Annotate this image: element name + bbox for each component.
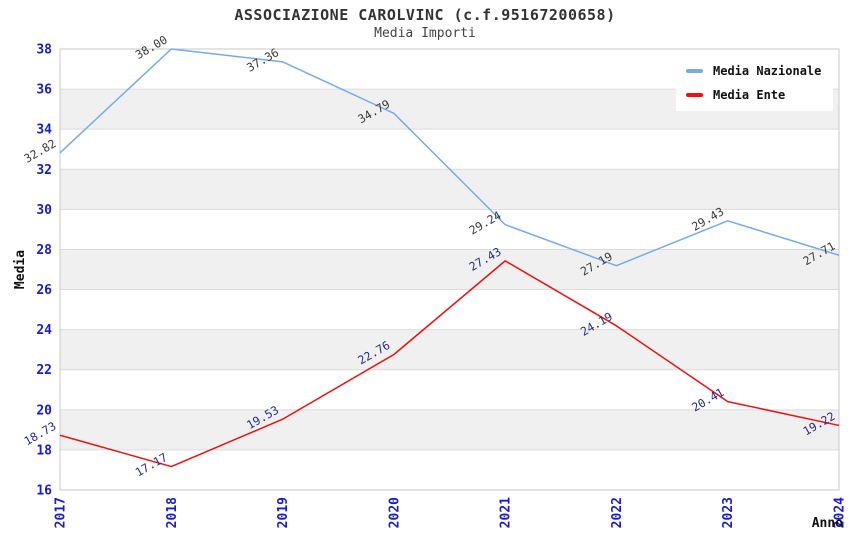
legend-item-media-ente: Media Ente (686, 88, 821, 102)
y-axis-title: Media (13, 250, 28, 289)
legend-label: Media Nazionale (713, 64, 822, 78)
chart-title: ASSOCIAZIONE CAROLVINC (c.f.95167200658) (234, 6, 616, 24)
plot-border (59, 48, 840, 491)
series-lines (59, 48, 840, 468)
y-tick-labels: 16 18 20 22 24 26 28 30 32 34 36 38 (36, 43, 52, 499)
svg-text:20: 20 (36, 403, 52, 418)
svg-text:34: 34 (36, 123, 52, 138)
svg-text:2018: 2018 (165, 497, 180, 528)
legend-item-media-nazionale: Media Nazionale (686, 64, 821, 78)
media-nazionale-line-swatch-icon (686, 69, 703, 73)
plot-bands (60, 49, 839, 490)
svg-text:2023: 2023 (721, 497, 736, 528)
series-line-0 (59, 48, 840, 267)
svg-text:2021: 2021 (499, 497, 514, 528)
svg-text:18: 18 (36, 443, 52, 458)
svg-text:24: 24 (36, 323, 52, 338)
legend-label: Media Ente (713, 88, 786, 102)
svg-text:26: 26 (36, 283, 52, 298)
svg-text:2017: 2017 (54, 497, 69, 528)
axis-titles: Media Anno (13, 250, 843, 531)
chart-subtitle: Media Importi (374, 26, 476, 41)
svg-text:16: 16 (36, 484, 52, 499)
media-ente-line-swatch-icon (686, 93, 703, 97)
svg-text:38: 38 (36, 43, 52, 58)
svg-text:28: 28 (36, 243, 52, 258)
svg-text:22: 22 (36, 363, 52, 378)
svg-text:2022: 2022 (610, 497, 625, 528)
svg-text:30: 30 (36, 203, 52, 218)
svg-text:2019: 2019 (276, 497, 291, 528)
svg-text:2024: 2024 (833, 497, 848, 528)
svg-text:32.82: 32.82 (22, 136, 59, 165)
x-axis-title: Anno (812, 516, 843, 531)
svg-text:36: 36 (36, 83, 52, 98)
svg-text:2020: 2020 (387, 497, 402, 528)
chart-legend: Media Nazionale Media Ente (676, 56, 834, 111)
series-line-1 (59, 260, 840, 468)
svg-text:32: 32 (36, 163, 52, 178)
x-tick-labels: 2017 2018 2019 2020 2021 2022 2023 2024 (54, 497, 848, 528)
